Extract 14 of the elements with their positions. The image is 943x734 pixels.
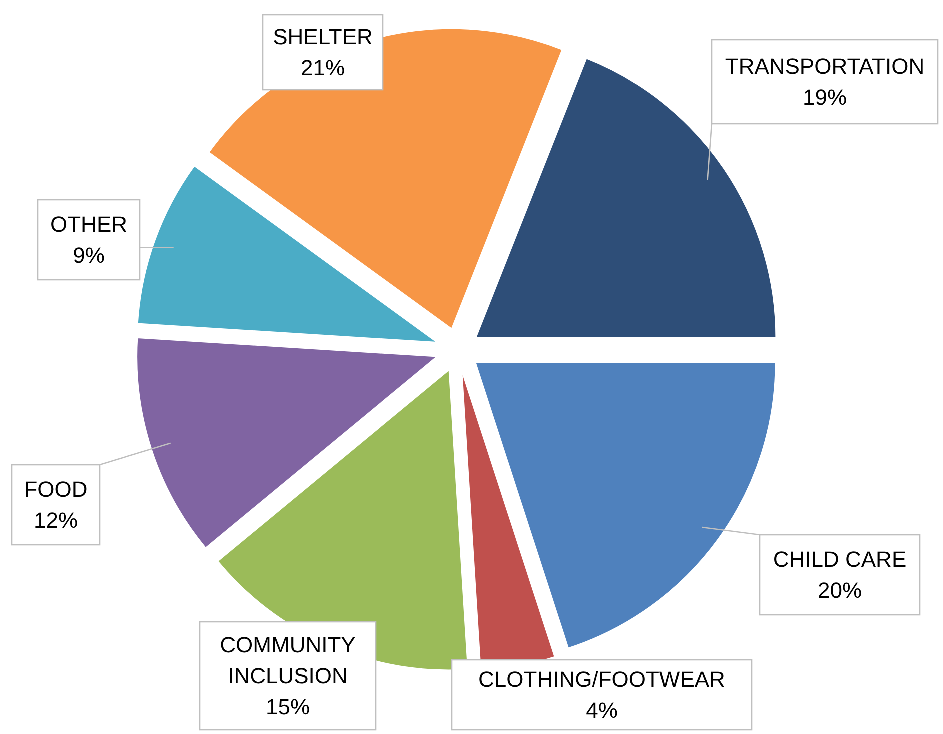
slice-label: FOOD — [24, 477, 88, 502]
slice-label: COMMUNITY INCLUSION — [220, 632, 356, 688]
slice-label: TRANSPORTATION — [725, 54, 925, 79]
data-label: 21% — [300, 56, 346, 80]
slice-label: CLOTHING/FOOTWEAR — [478, 667, 726, 692]
data-label: 12% — [34, 508, 78, 533]
slice-label: SHELTER — [273, 24, 373, 50]
slice-label: OTHER — [50, 212, 128, 237]
data-label: 15% — [266, 694, 310, 720]
data-label: 4% — [586, 698, 618, 723]
slice-label: CHILD CARE — [773, 547, 907, 572]
data-label: 19% — [802, 85, 848, 110]
data-label: 20% — [818, 578, 862, 603]
data-label: 9% — [73, 243, 105, 268]
